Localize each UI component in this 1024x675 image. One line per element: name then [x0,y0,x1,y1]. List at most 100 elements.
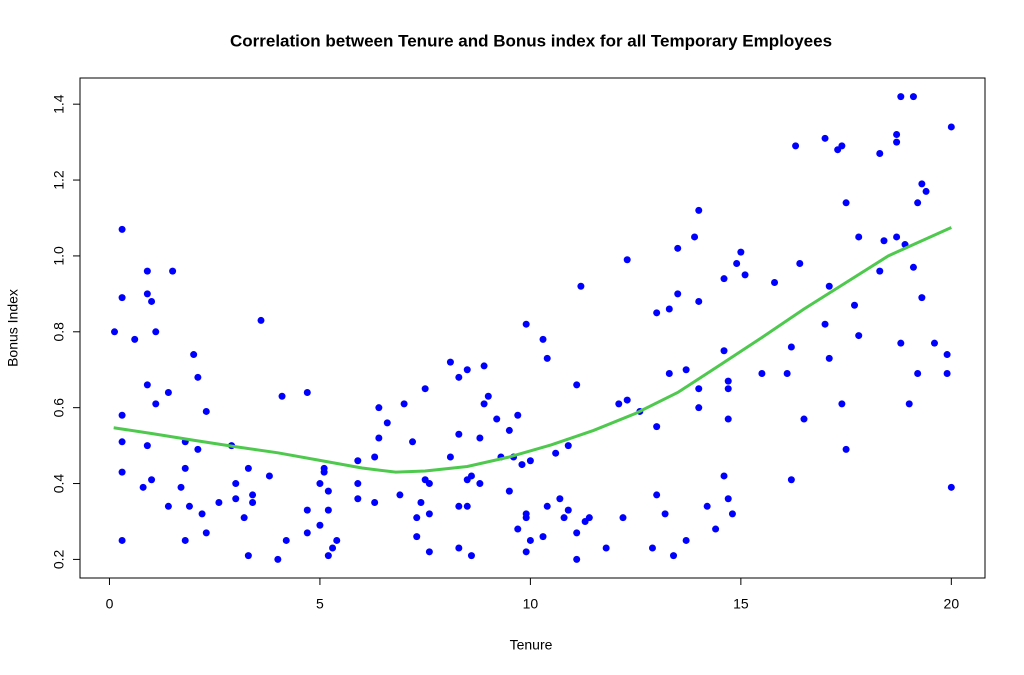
point [354,457,362,465]
point [653,309,661,317]
point [876,149,884,157]
point [522,320,530,328]
y-axis-label: Bonus Index [5,289,21,367]
point [455,544,463,552]
point [695,404,703,412]
point [682,536,690,544]
point [893,138,901,146]
point [215,499,223,507]
point [893,233,901,241]
point [720,472,728,480]
point [202,407,210,415]
point [425,480,433,488]
point [244,552,252,560]
point [914,370,922,378]
point [691,233,699,241]
point [194,445,202,453]
point [876,267,884,275]
point [232,480,240,488]
point [131,335,139,343]
point [413,533,421,541]
x-tick-label: 20 [944,596,960,612]
y-tick-label: 1.0 [51,246,67,266]
point [787,476,795,484]
point [787,343,795,351]
point [143,442,151,450]
point [480,400,488,408]
point [425,510,433,518]
point [396,491,404,499]
point [522,548,530,556]
point [897,339,905,347]
point [329,544,337,552]
point [118,411,126,419]
point [354,480,362,488]
point [922,187,930,195]
point [653,491,661,499]
point [855,332,863,340]
y-tick-label: 0.6 [51,398,67,418]
point [695,385,703,393]
fit-line [113,226,952,474]
point [564,442,572,450]
point [371,499,379,507]
point [943,370,951,378]
point [278,392,286,400]
point [564,506,572,514]
point [720,275,728,283]
point [152,400,160,408]
point [737,248,745,256]
point [303,506,311,514]
point [733,260,741,268]
point [249,499,257,507]
point [855,233,863,241]
point [670,552,678,560]
point [455,430,463,438]
point [274,555,282,563]
point [514,411,522,419]
point [741,271,749,279]
point [118,294,126,302]
point [169,267,177,275]
point [724,385,732,393]
point [164,502,172,510]
x-tick-label: 10 [523,596,539,612]
point [560,514,568,522]
x-tick-label: 0 [106,596,114,612]
point [282,536,290,544]
point [783,370,791,378]
point [152,328,160,336]
point [543,354,551,362]
point [947,123,955,131]
point [232,495,240,503]
x-tick-label: 5 [316,596,324,612]
point [724,415,732,423]
point [665,305,673,313]
point [181,536,189,544]
point [838,142,846,150]
point [661,510,669,518]
point [413,514,421,522]
point [202,529,210,537]
point [333,536,341,544]
point [324,506,332,514]
point [914,199,922,207]
point [623,256,631,264]
point [682,366,690,374]
point [573,555,581,563]
point [463,366,471,374]
point [758,370,766,378]
point [265,472,273,480]
point [476,434,484,442]
point [143,267,151,275]
point [148,476,156,484]
y-tick-label: 0.4 [51,474,67,494]
point [493,415,501,423]
point [455,373,463,381]
point [185,502,193,510]
point [467,552,475,560]
point [653,423,661,431]
point [476,480,484,488]
point [139,483,147,491]
